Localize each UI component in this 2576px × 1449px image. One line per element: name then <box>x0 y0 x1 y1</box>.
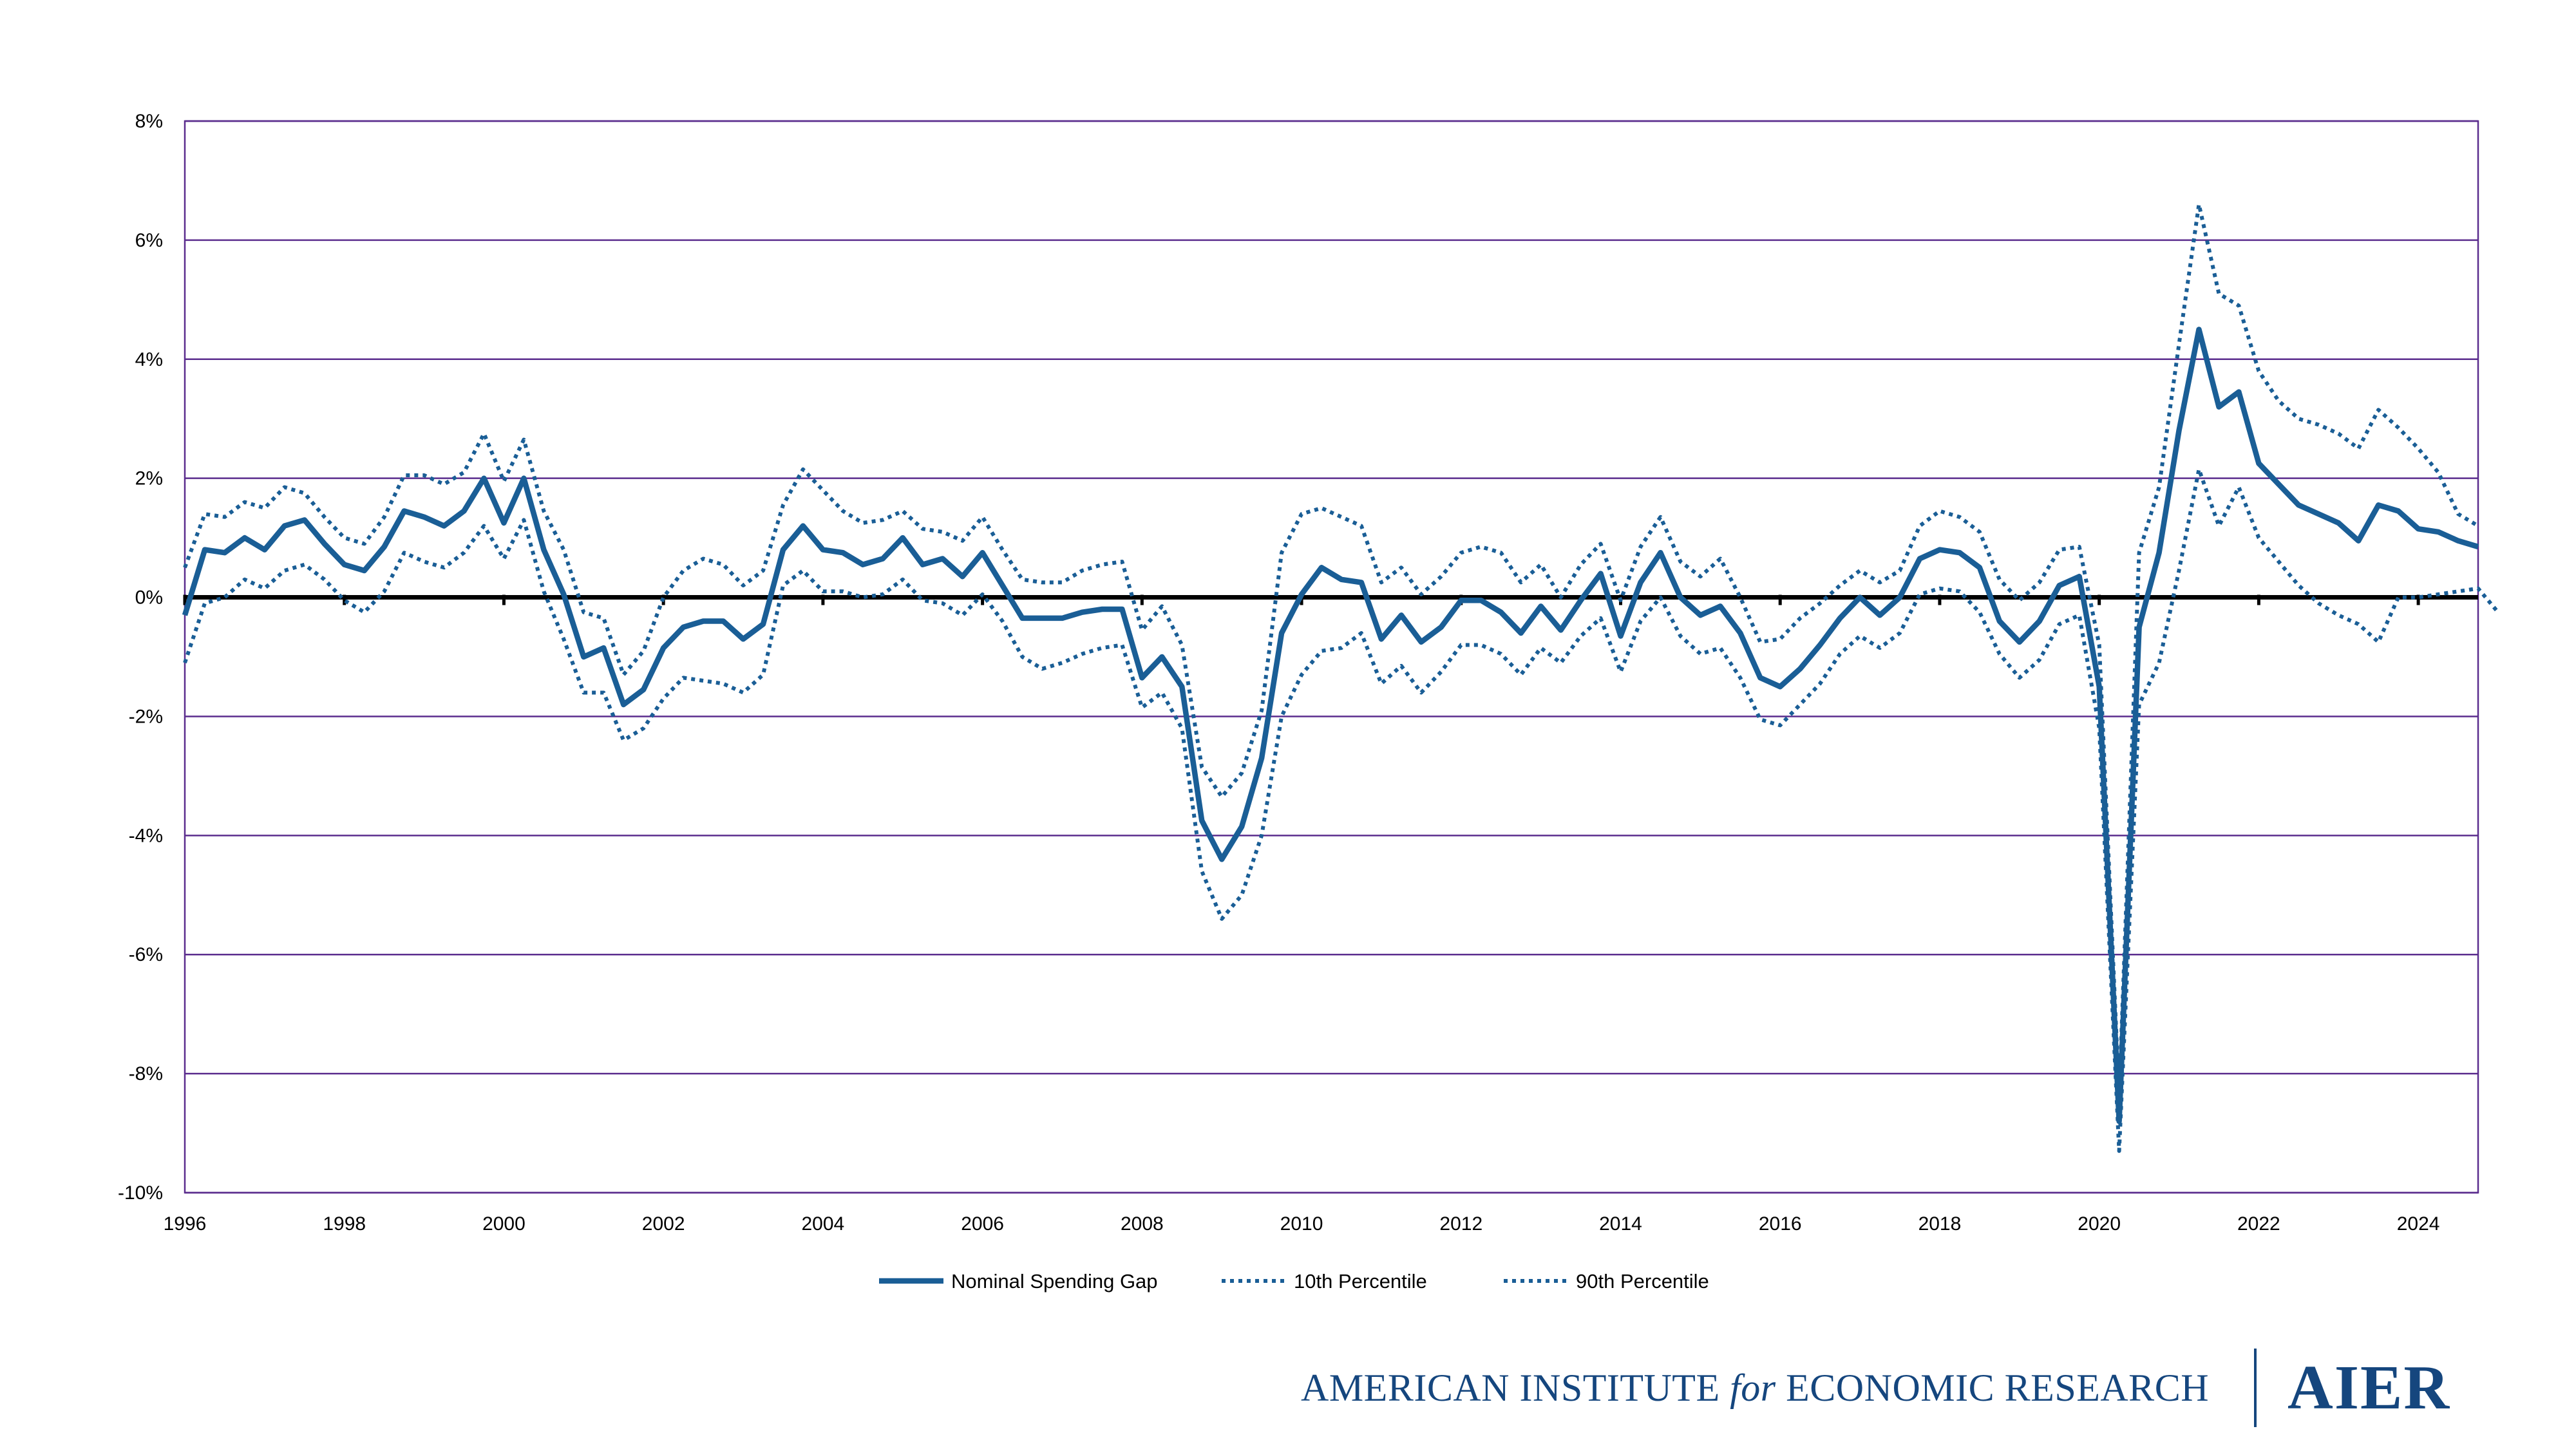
x-tick-label: 2002 <box>642 1213 685 1235</box>
series-lines <box>182 202 2500 1153</box>
x-tick-label: 2024 <box>2397 1213 2440 1235</box>
organization-name-for: for <box>1730 1366 1776 1409</box>
legend-label: 10th Percentile <box>1294 1270 1427 1293</box>
aier-logo: AIER <box>2287 1353 2451 1423</box>
x-tick-label: 2008 <box>1121 1213 1164 1235</box>
series-line-10th-percentile <box>183 467 2500 1153</box>
y-tick-label: -10% <box>118 1182 163 1204</box>
x-tick-label: 1996 <box>164 1213 207 1235</box>
footer-divider <box>2254 1349 2257 1427</box>
organization-name-part2: ECONOMIC RESEARCH <box>1776 1366 2210 1409</box>
y-tick-label: -6% <box>129 944 163 965</box>
x-tick-label: 1998 <box>323 1213 366 1235</box>
footer-branding: AMERICAN INSTITUTE for ECONOMIC RESEARCH… <box>1301 1343 2450 1433</box>
x-tick-label: 2004 <box>802 1213 845 1235</box>
y-tick-label: -2% <box>129 706 163 727</box>
x-tick-label: 2006 <box>961 1213 1004 1235</box>
x-tick-label: 2022 <box>2237 1213 2280 1235</box>
legend: Nominal Spending Gap 10th Percentile 90th … <box>879 1270 1709 1293</box>
series-line-90th-percentile <box>183 202 2479 1100</box>
y-tick-label: 4% <box>135 349 163 370</box>
legend-label: Nominal Spending Gap <box>951 1270 1158 1293</box>
y-tick-label: -4% <box>129 825 163 846</box>
x-tick-label: 2000 <box>482 1213 526 1235</box>
x-tick-label: 2010 <box>1280 1213 1323 1235</box>
organization-name-part1: AMERICAN INSTITUTE <box>1301 1366 1730 1409</box>
legend-label: 90th Percentile <box>1576 1270 1709 1293</box>
y-tick-label: -8% <box>129 1063 163 1084</box>
y-tick-label: 0% <box>135 587 163 609</box>
x-axis-tick-labels: 1996 1998 2000 2002 2004 2006 2008 2010 2012 2014… <box>164 594 2440 1235</box>
gridlines <box>184 120 2479 1194</box>
x-tick-label: 2012 <box>1439 1213 1482 1235</box>
series-line-nominal-spending-gap <box>182 327 2479 1124</box>
x-tick-label: 2018 <box>1918 1213 1962 1235</box>
organization-name: AMERICAN INSTITUTE for ECONOMIC RESEARCH <box>1301 1366 2209 1410</box>
plot-frame <box>184 120 2479 1194</box>
x-tick-label: 2016 <box>1759 1213 1802 1235</box>
y-axis-tick-labels: 8% 6% 4% 2% 0% -2% -4% -6% -8% -10% <box>118 111 163 1204</box>
x-tick-label: 2020 <box>2078 1213 2121 1235</box>
y-tick-label: 6% <box>135 230 163 251</box>
y-tick-label: 2% <box>135 468 163 489</box>
x-tick-label: 2014 <box>1599 1213 1642 1235</box>
y-tick-label: 8% <box>135 111 163 132</box>
